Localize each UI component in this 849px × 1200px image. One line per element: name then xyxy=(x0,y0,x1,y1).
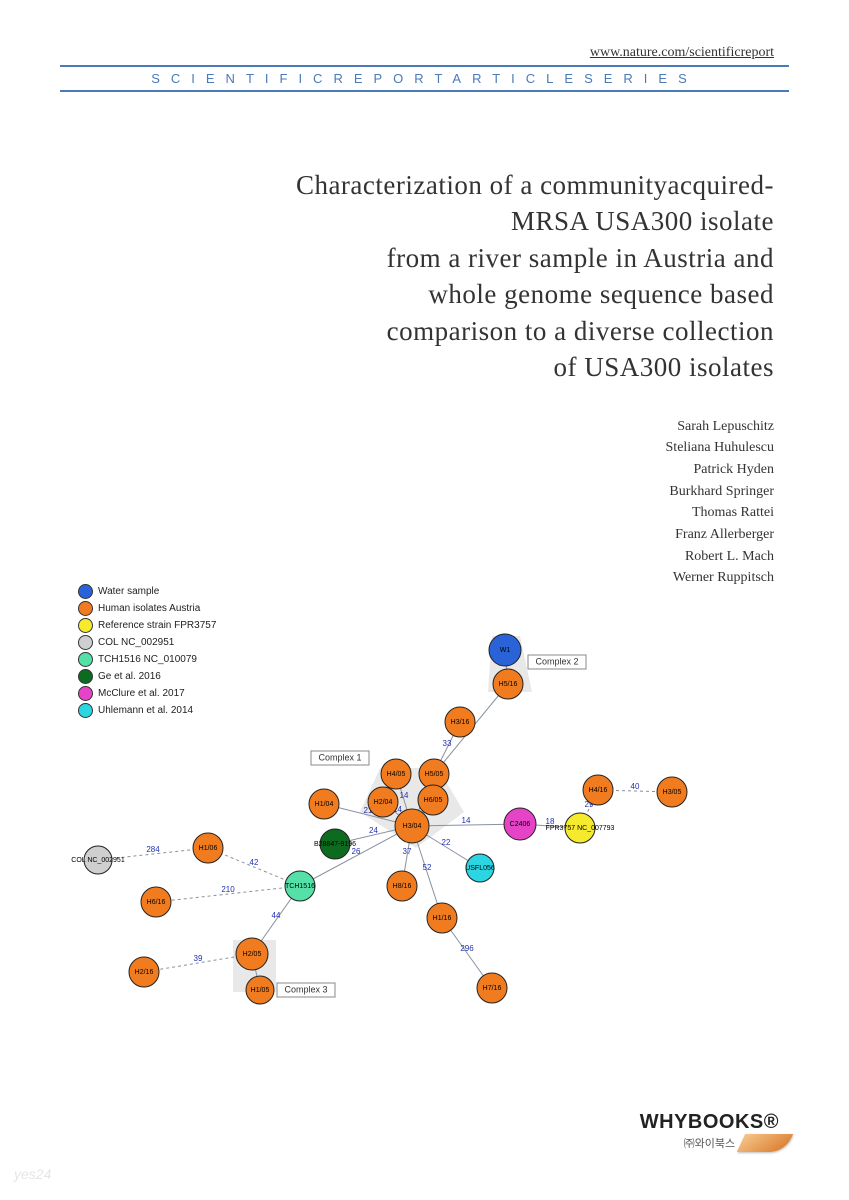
node-label: H3/04 xyxy=(403,823,422,830)
edge-label: 22 xyxy=(442,838,451,847)
node-label: H2/05 xyxy=(243,951,262,958)
paper-title: Characterization of a communityacquired-… xyxy=(60,167,789,386)
author: Franz Allerberger xyxy=(60,524,774,546)
edge-label: 14 xyxy=(400,791,409,800)
network-svg: 2403314111421242637522214182940422842104… xyxy=(60,580,790,1040)
node-label: C2406 xyxy=(510,821,531,828)
node-label: H2/16 xyxy=(135,969,154,976)
complex-label: Complex 1 xyxy=(318,752,361,762)
edge-label: 42 xyxy=(250,858,259,867)
node-label: H2/04 xyxy=(374,799,393,806)
edge-label: 26 xyxy=(352,847,361,856)
node-label: FPR3757 NC_007793 xyxy=(546,825,615,832)
node-label: H6/05 xyxy=(424,797,443,804)
node-label: H7/16 xyxy=(483,985,502,992)
node-label: W1 xyxy=(500,647,511,654)
author: Thomas Rattei xyxy=(60,502,774,524)
node-label: H1/05 xyxy=(251,987,270,994)
edge-label: 33 xyxy=(443,739,452,748)
node-label: H1/06 xyxy=(199,845,218,852)
edge-label: 37 xyxy=(403,847,412,856)
node-label: H5/16 xyxy=(499,681,518,688)
network-diagram: Water sample Human isolates Austria Refe… xyxy=(60,580,790,1040)
author: Steliana Huhulescu xyxy=(60,437,774,459)
node-label: H6/16 xyxy=(147,899,166,906)
node-label: USFL056 xyxy=(465,865,495,872)
node-label: COL NC_002951 xyxy=(71,857,125,864)
edge-label: 44 xyxy=(272,911,281,920)
node-label: H5/05 xyxy=(425,771,444,778)
edge-label: 284 xyxy=(146,845,160,854)
node-label: H1/04 xyxy=(315,801,334,808)
watermark: yes24 xyxy=(14,1166,51,1182)
brand-sub: ㈜와이북스 xyxy=(684,1138,735,1150)
node-label: H3/05 xyxy=(663,789,682,796)
author: Robert L. Mach xyxy=(60,546,774,568)
edge-label: 40 xyxy=(631,782,640,791)
header-bar: SCIENTIFICREPORTARTICLESERIES xyxy=(60,65,789,92)
brand-name: WHYBOOKS® xyxy=(640,1111,779,1134)
edge-label: 24 xyxy=(369,826,378,835)
edge-label: 210 xyxy=(221,885,235,894)
publisher-brand: WHYBOOKS® ㈜와이북스 xyxy=(640,1111,779,1150)
node-label: B28847-9196 xyxy=(314,841,356,848)
node-label: H1/16 xyxy=(433,915,452,922)
node-label: TCH1516 xyxy=(285,883,315,890)
edge-label: 296 xyxy=(460,944,474,953)
node-label: H4/05 xyxy=(387,771,406,778)
edge-label: 14 xyxy=(462,816,471,825)
header-link[interactable]: www.nature.com/scientificreport xyxy=(60,45,789,61)
complex-label: Complex 2 xyxy=(535,656,578,666)
complex-label: Complex 3 xyxy=(284,984,327,994)
authors-list: Sarah LepuschitzSteliana HuhulescuPatric… xyxy=(60,416,789,590)
edge-label: 52 xyxy=(423,863,432,872)
author: Patrick Hyden xyxy=(60,459,774,481)
author: Sarah Lepuschitz xyxy=(60,416,774,438)
author: Burkhard Springer xyxy=(60,481,774,503)
node-label: H4/16 xyxy=(589,787,608,794)
node-label: H8/16 xyxy=(393,883,412,890)
edge-label: 39 xyxy=(194,954,203,963)
node-label: H3/16 xyxy=(451,719,470,726)
brand-swoosh-icon xyxy=(737,1134,793,1152)
